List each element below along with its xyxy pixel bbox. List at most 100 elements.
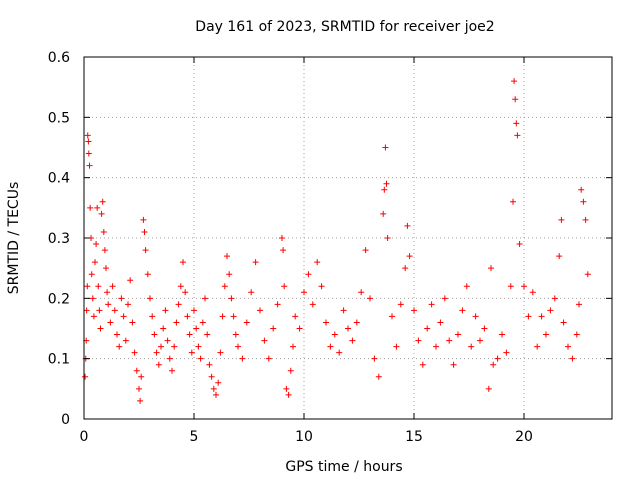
data-point	[84, 132, 91, 139]
data-point	[155, 361, 162, 368]
data-point	[191, 307, 197, 314]
data-point	[96, 307, 103, 314]
data-point	[182, 289, 189, 296]
data-point	[252, 259, 259, 266]
data-point	[125, 301, 131, 308]
data-point	[485, 385, 492, 392]
data-point	[371, 355, 378, 362]
data-point	[83, 307, 90, 314]
data-point	[488, 265, 494, 272]
data-point	[384, 235, 391, 241]
grid	[84, 57, 612, 419]
y-axis-label: SRMTID / TECUs	[6, 182, 22, 295]
data-point	[543, 331, 549, 338]
data-point	[116, 343, 123, 350]
data-point	[208, 373, 215, 380]
data-point	[573, 331, 580, 338]
data-point	[340, 307, 347, 314]
data-point	[261, 337, 268, 344]
x-tick-label: 10	[295, 429, 313, 445]
data-point	[419, 361, 426, 368]
data-point	[503, 349, 510, 356]
data-point	[397, 301, 404, 308]
data-point	[86, 162, 93, 169]
data-point	[248, 289, 255, 296]
data-point	[103, 265, 109, 272]
data-point	[558, 216, 565, 223]
data-point	[89, 295, 96, 302]
data-point	[235, 343, 241, 350]
x-tick-label: 5	[190, 429, 199, 445]
data-point	[133, 367, 140, 374]
data-point	[323, 319, 329, 326]
data-point	[287, 367, 294, 374]
data-point	[101, 247, 108, 254]
data-point	[92, 259, 98, 266]
data-point	[158, 343, 164, 350]
data-point	[98, 210, 105, 217]
data-point	[521, 283, 527, 290]
data-point	[459, 307, 466, 314]
data-point	[111, 307, 118, 314]
data-point	[534, 343, 541, 350]
y-tick-label: 0.6	[48, 50, 70, 66]
data-point	[221, 283, 228, 290]
data-point	[95, 283, 102, 290]
data-point	[151, 331, 158, 338]
data-point	[336, 349, 343, 356]
data-point	[109, 283, 116, 290]
x-tick-label: 20	[515, 429, 533, 445]
data-point	[415, 337, 422, 344]
data-point	[171, 343, 178, 350]
data-point	[173, 319, 180, 326]
data-point	[219, 313, 226, 320]
data-point	[213, 391, 219, 398]
data-point	[162, 307, 169, 314]
data-point	[402, 265, 409, 272]
data-point	[345, 325, 351, 332]
data-point	[140, 216, 147, 223]
data-point	[169, 367, 175, 374]
data-point	[175, 301, 182, 308]
data-point	[90, 313, 97, 320]
data-point	[99, 198, 106, 205]
x-axis-label: GPS time / hours	[285, 459, 402, 475]
data-point	[516, 241, 523, 248]
data-point	[556, 253, 563, 260]
data-point	[525, 313, 532, 320]
data-point	[565, 343, 571, 350]
y-tick-label: 0	[61, 412, 70, 428]
data-point	[411, 307, 417, 314]
data-point	[538, 313, 545, 320]
y-tick-label: 0.5	[48, 110, 70, 126]
data-point	[280, 247, 287, 254]
data-point	[283, 385, 290, 392]
data-point	[180, 259, 186, 266]
data-point	[153, 349, 160, 356]
data-point	[349, 337, 356, 344]
data-point	[186, 331, 193, 338]
data-point	[215, 379, 222, 386]
data-point	[202, 295, 208, 302]
data-point	[437, 319, 444, 326]
data-point	[232, 331, 239, 338]
data-point	[551, 295, 558, 302]
data-point	[239, 355, 246, 362]
data-point	[463, 283, 470, 290]
data-point	[87, 204, 94, 211]
data-point	[513, 120, 520, 127]
data-point	[129, 319, 136, 326]
data-point	[529, 289, 536, 296]
data-point	[433, 343, 439, 350]
data-point	[560, 319, 567, 326]
data-point	[279, 235, 285, 241]
data-point	[147, 295, 153, 302]
data-point	[94, 204, 101, 211]
data-point	[290, 343, 296, 350]
data-point	[210, 385, 217, 392]
data-point	[82, 373, 89, 380]
data-point	[358, 289, 365, 296]
data-point	[204, 331, 211, 338]
data-point	[270, 325, 277, 332]
data-point	[184, 313, 191, 320]
